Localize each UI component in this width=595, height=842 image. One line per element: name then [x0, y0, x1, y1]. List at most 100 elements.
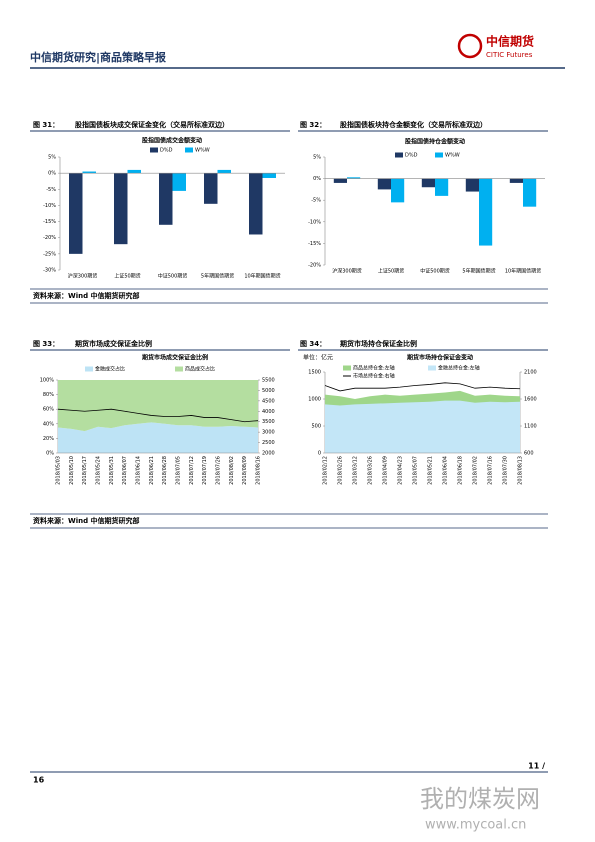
x-tick-label: 5年期国债期货	[201, 273, 234, 280]
bar	[204, 173, 218, 204]
bar	[465, 178, 479, 192]
figure-captions: 图 31： 股指国债板块成交保证金变化（交易所标准双边） 图 32： 股指国债板…	[33, 120, 487, 348]
logo-en: CITIC Futures	[486, 51, 533, 59]
bar	[127, 169, 141, 174]
y-tick-label: 20%	[43, 436, 54, 442]
x-tick-label: 2018/04/23	[398, 456, 404, 485]
chart-title: 股指国债成交金额变动	[142, 137, 202, 145]
x-tick-label: 2018/07/26	[216, 456, 222, 485]
bar	[69, 173, 83, 254]
x-tick-label: 2018/03/12	[353, 456, 359, 485]
y-tick-label: 0	[318, 451, 321, 457]
x-tick-label: 2018/08/02	[229, 456, 235, 485]
y-tick-label: 500	[311, 424, 321, 430]
x-tick-label: 沪深300期货	[68, 273, 98, 280]
y-tick-label: 0%	[46, 451, 54, 457]
bar	[347, 177, 361, 179]
y-axis-unit: 单位：亿元	[303, 354, 333, 362]
x-tick-label: 2018/02/12	[323, 456, 329, 485]
x-tick-label: 2018/05/21	[428, 456, 434, 485]
x-tick-label: 2018/05/17	[82, 456, 88, 485]
x-tick-label: 2018/07/12	[189, 456, 195, 485]
y2-tick-label: 4000	[262, 409, 275, 415]
figure-caption: 股指国债板块持仓金额变化（交易所标准双边）	[339, 120, 487, 129]
chart: 股指国债持仓金额变动 -20% -15% -10% -5% 0% 5% D%D W%W 沪深300…	[308, 138, 545, 275]
y2-tick-label: 5500	[262, 378, 275, 384]
x-tick-label: 2018/06/18	[458, 456, 464, 485]
y-tick-label: -5%	[311, 198, 321, 204]
chart: 期货市场成交保证金比例 0% 20% 40% 60% 80% 100% 2000 2500 300…	[40, 354, 275, 485]
legend-label: W%W	[445, 153, 460, 159]
bar	[249, 173, 263, 235]
chart: 期货市场持仓保证金变动 单位：亿元 0 500 1000 1500 600 1100 1600 2…	[303, 354, 537, 485]
legend-swatch	[428, 365, 436, 371]
source: 资料来源：Wind 中信期货研究部	[33, 291, 140, 300]
x-tick-label: 2018/02/26	[338, 456, 344, 485]
y2-tick-label: 1600	[524, 397, 537, 403]
x-tick-label: 2018/08/13	[518, 456, 524, 485]
figure-number: 图 33：	[33, 339, 59, 348]
logo-mark	[457, 33, 483, 59]
y-tick-label: 0%	[48, 171, 56, 177]
legend-label: D%D	[160, 148, 173, 154]
bar	[523, 178, 537, 207]
x-tick-label: 2018/07/16	[488, 456, 494, 485]
chart-title: 期货市场持仓保证金变动	[406, 354, 473, 362]
y-tick-label: 5%	[48, 155, 56, 161]
legend-swatch	[150, 147, 158, 153]
legend-label: 商品总持仓金:左轴	[353, 365, 395, 372]
legend-label: 商品成交占比	[185, 366, 215, 373]
x-tick-label: 2018/06/21	[149, 456, 155, 485]
y-tick-label: 1000	[308, 397, 321, 403]
x-tick-label: 上证50期货	[114, 273, 140, 280]
x-tick-label: 2018/04/09	[383, 456, 389, 485]
bar	[421, 178, 435, 188]
logo-cn: 中信期货	[486, 34, 534, 49]
x-tick-label: 2018/08/09	[242, 456, 248, 485]
x-tick-label: 10年期国债期货	[244, 273, 280, 280]
y-tick-label: 80%	[43, 392, 54, 398]
y-tick-label: -20%	[43, 235, 56, 241]
x-tick-label: 2018/05/31	[109, 456, 115, 485]
watermark-url: www.mycoal.cn	[425, 818, 526, 833]
legend-swatch	[343, 365, 351, 371]
bar	[479, 178, 493, 246]
bar	[159, 173, 173, 225]
bar	[435, 178, 449, 196]
y-tick-label: 5%	[313, 155, 321, 161]
x-tick-label: 2018/05/24	[96, 456, 102, 485]
x-tick-label: 2018/05/03	[56, 456, 62, 485]
y2-tick-label: 1100	[524, 424, 537, 430]
source: 资料来源：Wind 中信期货研究部	[33, 516, 140, 525]
area	[58, 422, 258, 453]
figure-caption: 期货市场持仓保证金比例	[340, 339, 417, 348]
x-tick-label: 上证50期货	[378, 268, 404, 275]
legend-label: 金融总持仓金:左轴	[438, 365, 480, 372]
legend-swatch	[395, 152, 403, 158]
y2-tick-label: 600	[524, 451, 534, 457]
watermark: 我的煤炭网	[420, 785, 540, 813]
y2-tick-label: 2000	[262, 451, 275, 457]
figure-number: 图 34：	[300, 339, 326, 348]
legend-label: 金融成交占比	[95, 366, 125, 373]
x-tick-label: 2018/06/14	[136, 456, 142, 485]
bar	[509, 178, 523, 183]
bar	[217, 169, 231, 174]
bar	[377, 178, 391, 190]
figure-number: 图 31：	[33, 120, 59, 129]
y-tick-label: -10%	[43, 203, 56, 209]
page-right: 11 /	[528, 762, 545, 771]
figure-caption: 股指国债板块成交保证金变化（交易所标准双边）	[74, 120, 229, 129]
x-tick-label: 2018/06/04	[443, 456, 449, 485]
x-tick-label: 2018/05/07	[413, 456, 419, 485]
figure-number: 图 32：	[300, 120, 326, 129]
y-tick-label: 100%	[40, 378, 55, 384]
bar	[82, 171, 96, 174]
chart: 股指国债成交金额变动 -30% -25% -20% -15% -10% -5% 0% 5% D%D…	[43, 137, 285, 280]
x-tick-label: 沪深300期货	[332, 268, 362, 275]
y-tick-label: 1500	[308, 370, 321, 376]
y2-tick-label: 3500	[262, 419, 275, 425]
legend-swatch	[175, 366, 183, 372]
y-tick-label: 40%	[43, 421, 54, 427]
